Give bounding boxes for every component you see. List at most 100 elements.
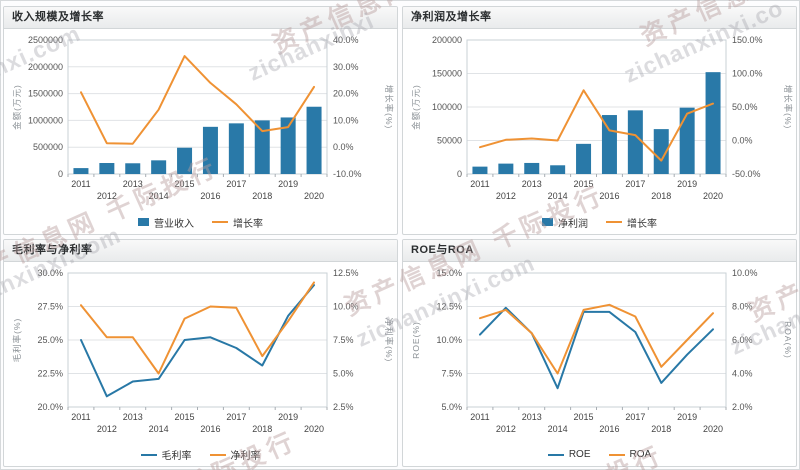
x-axis-label: 2013	[522, 412, 542, 422]
chart-canvas-margins: 20.0% 22.5% 25.0% 27.5% 30.0% 2.5% 5.0% 7.5% 10.…	[12, 268, 394, 434]
bar-营业收入	[254, 120, 270, 174]
x-axis-label: 2020	[304, 191, 324, 201]
bar-净利润	[679, 107, 695, 174]
line-毛利率	[80, 283, 315, 397]
x-axis-label: 2019	[677, 412, 697, 422]
legend-label: 净利率	[230, 451, 261, 462]
x-axis-label: 2018	[651, 191, 671, 201]
legend-revenue-growth: 营业收入 增长率	[4, 212, 397, 232]
line-增长率	[80, 55, 315, 145]
line-swatch-icon	[606, 221, 622, 223]
left-axis-tick: 50000	[437, 136, 462, 146]
right-axis-tick: 10.0%	[732, 268, 758, 278]
bar-净利润	[498, 163, 514, 174]
left-axis-tick: 27.5%	[37, 301, 63, 311]
bar-营业收入	[202, 126, 218, 174]
bar-营业收入	[280, 117, 296, 174]
right-axis-tick: 2.0%	[732, 402, 753, 412]
legend-item-净利润[interactable]: 净利润	[542, 215, 588, 230]
right-axis-tick: 10.0%	[333, 115, 359, 125]
right-axis-tick: 2.5%	[333, 402, 354, 412]
line-swatch-icon	[140, 453, 157, 456]
left-axis-tick: 1500000	[28, 89, 63, 99]
x-axis-label: 2012	[97, 424, 117, 434]
bar-营业收入	[125, 163, 141, 174]
x-axis-label: 2015	[574, 179, 594, 189]
legend-item-ROE[interactable]: ROE	[547, 449, 591, 460]
legend-label: 增长率	[233, 218, 263, 230]
legend-item-增长率[interactable]: 增长率	[606, 215, 657, 230]
right-axis-tick: -50.0%	[732, 169, 761, 179]
x-axis-label: 2017	[625, 179, 645, 189]
legend-item-ROA[interactable]: ROA	[608, 449, 652, 460]
legend-item-营业收入[interactable]: 营业收入	[138, 215, 194, 230]
panel-revenue-growth: 收入规模及增长率 0 500000 1000000 1500000 2000000 250…	[3, 6, 398, 235]
legend-label: 增长率	[627, 218, 657, 230]
x-axis-label: 2013	[123, 179, 143, 189]
legend-label: 毛利率	[161, 451, 192, 462]
left-axis-title: 毛利率(%)	[12, 317, 22, 362]
left-axis-tick: 12.5%	[436, 301, 462, 311]
bar-净利润	[627, 110, 643, 174]
bar-净利润	[472, 166, 488, 174]
x-axis-label: 2011	[470, 412, 489, 422]
panel-title-margins: 毛利率与净利率	[4, 239, 397, 262]
right-axis-tick: 7.5%	[333, 335, 354, 345]
x-axis-label: 2016	[599, 424, 619, 434]
legend-label: ROA	[629, 449, 652, 460]
bar-营业收入	[99, 163, 115, 174]
right-axis-tick: 0.0%	[333, 142, 354, 152]
x-axis-label: 2017	[226, 179, 246, 189]
bar-净利润	[705, 72, 721, 174]
right-axis-tick: 6.0%	[732, 335, 753, 345]
bar-净利润	[653, 129, 669, 174]
left-axis-tick: 1000000	[28, 115, 63, 125]
right-axis-tick: 100.0%	[732, 69, 763, 79]
line-净利率	[80, 280, 315, 374]
x-axis-label: 2016	[599, 191, 619, 201]
x-axis-label: 2011	[71, 179, 90, 189]
x-axis-label: 2013	[123, 412, 143, 422]
left-axis-tick: 0	[457, 169, 462, 179]
bar-净利润	[550, 165, 566, 174]
right-axis-tick: 50.0%	[732, 102, 758, 112]
right-axis-title: 净利率(%)	[384, 317, 394, 362]
x-axis-label: 2017	[625, 412, 645, 422]
left-axis-tick: 0	[58, 169, 63, 179]
right-axis-title: ROA(%)	[783, 321, 793, 359]
line-swatch-icon	[608, 453, 625, 456]
left-axis-title: 金额(万元)	[411, 84, 421, 130]
bar-营业收入	[73, 168, 89, 174]
line-swatch-icon	[212, 221, 228, 223]
left-axis-tick: 25.0%	[37, 335, 63, 345]
legend-item-净利率[interactable]: 净利率	[209, 447, 261, 462]
left-axis-tick: 30.0%	[37, 268, 63, 278]
x-axis-label: 2014	[149, 191, 169, 201]
bar-营业收入	[177, 147, 193, 174]
x-axis-label: 2019	[278, 412, 298, 422]
legend-item-增长率[interactable]: 增长率	[212, 215, 263, 230]
left-axis-tick: 2500000	[28, 35, 63, 45]
chart-margins: 20.0% 22.5% 25.0% 27.5% 30.0% 2.5% 5.0% 7.5% 10.…	[4, 262, 397, 467]
x-axis-label: 2020	[703, 424, 723, 434]
chart-roe-roa: 5.0% 7.5% 10.0% 12.5% 15.0% 2.0% 4.0% 6.0% 8.0% 1…	[403, 262, 796, 467]
left-axis-tick: 2000000	[28, 62, 63, 72]
right-axis-tick: 4.0%	[732, 368, 753, 378]
left-axis-tick: 150000	[432, 69, 462, 79]
right-axis-tick: 12.5%	[333, 268, 359, 278]
left-axis-tick: 500000	[33, 142, 63, 152]
panel-title-roe-roa: ROE与ROA	[403, 239, 796, 262]
bar-营业收入	[228, 123, 244, 174]
left-axis-tick: 20.0%	[37, 402, 63, 412]
right-axis-tick: 30.0%	[333, 62, 359, 72]
right-axis-tick: 8.0%	[732, 301, 753, 311]
x-axis-label: 2018	[252, 191, 272, 201]
right-axis-tick: 0.0%	[732, 136, 753, 146]
x-axis-label: 2017	[226, 412, 246, 422]
left-axis-tick: 10.0%	[436, 335, 462, 345]
panel-margins: 毛利率与净利率 20.0% 22.5% 25.0% 27.5% 30.0% 2.5% 5.0…	[3, 238, 398, 467]
legend-item-毛利率[interactable]: 毛利率	[140, 447, 192, 462]
panel-roe-roa: ROE与ROA 5.0% 7.5% 10.0% 12.5% 15.0% 2.0% 4.0% 6…	[402, 238, 797, 467]
left-axis-tick: 100000	[432, 102, 462, 112]
